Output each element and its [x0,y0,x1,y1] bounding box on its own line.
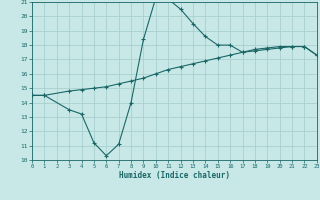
X-axis label: Humidex (Indice chaleur): Humidex (Indice chaleur) [119,171,230,180]
